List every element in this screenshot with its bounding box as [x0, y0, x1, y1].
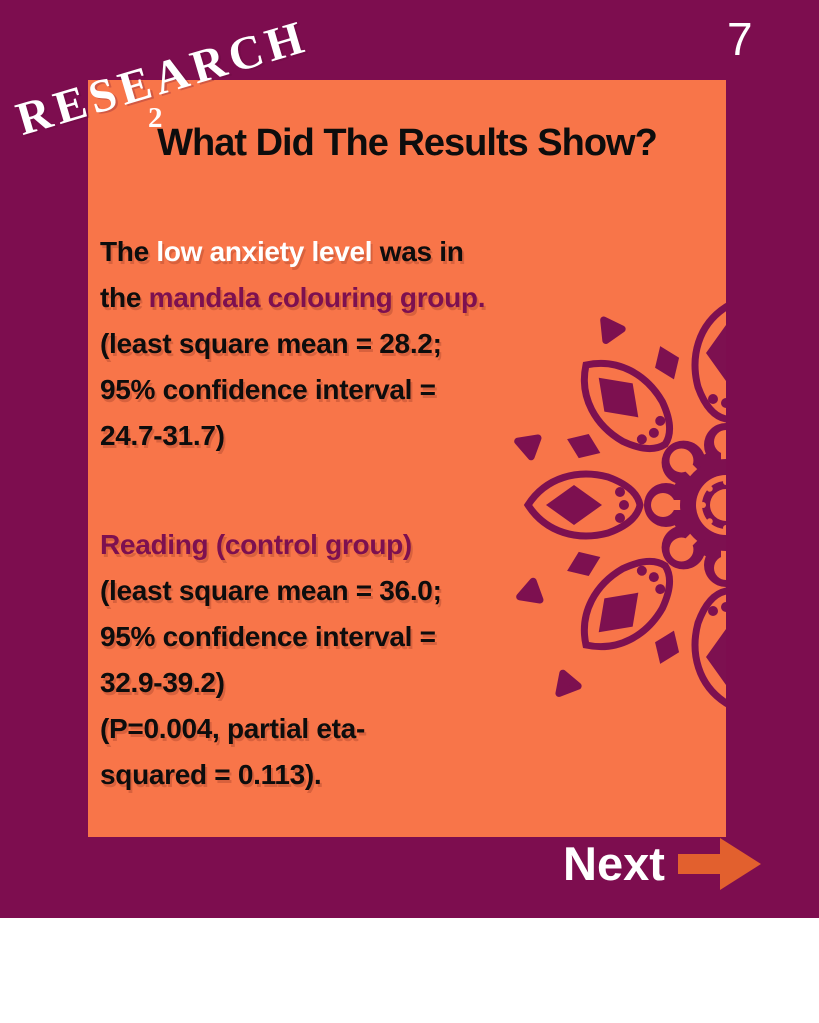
arrow-right-icon	[677, 837, 761, 890]
slide-number: 7	[727, 13, 754, 65]
para2-line3: 32.9-39.2)	[100, 667, 225, 698]
para2-line5: squared = 0.113).	[100, 759, 322, 790]
mandala-icon	[506, 285, 726, 725]
para1-line2: the mandala colouring group.	[100, 275, 570, 321]
para2-line1: (least square mean = 36.0;	[100, 575, 442, 606]
next-button[interactable]: Next	[563, 836, 762, 891]
para1-line1: The low anxiety level was in	[100, 229, 570, 275]
para2-line4: (P=0.004, partial eta-	[100, 713, 365, 744]
research-banner-superscript: 2	[148, 102, 163, 134]
para2-heading: Reading (control group)	[100, 529, 412, 560]
page-title: What Did The Results Show?	[157, 122, 658, 164]
para1-line3: (least square mean = 28.2;	[100, 328, 442, 359]
para1-line4: 95% confidence interval =	[100, 374, 436, 405]
para1-line5: 24.7-31.7)	[100, 420, 225, 451]
next-label: Next	[563, 837, 665, 890]
content-card: What Did The Results Show? The low anxie…	[88, 80, 726, 837]
results-paragraph-reading: Reading (control group) (least square me…	[100, 522, 570, 798]
para1-text-black3: the	[100, 282, 149, 313]
para1-highlight-white: low anxiety level	[156, 236, 373, 267]
results-paragraph-mandala: The low anxiety level was in the mandala…	[100, 229, 570, 459]
footer: SHARE YOUR STORY WORLDCANCERDAY.ORG FS W…	[0, 918, 819, 1023]
para1-highlight-purple: mandala colouring group.	[148, 282, 486, 313]
para2-line2: 95% confidence interval =	[100, 621, 436, 652]
para1-text-black: The	[100, 236, 157, 267]
para1-text-black2: was in	[372, 236, 464, 267]
